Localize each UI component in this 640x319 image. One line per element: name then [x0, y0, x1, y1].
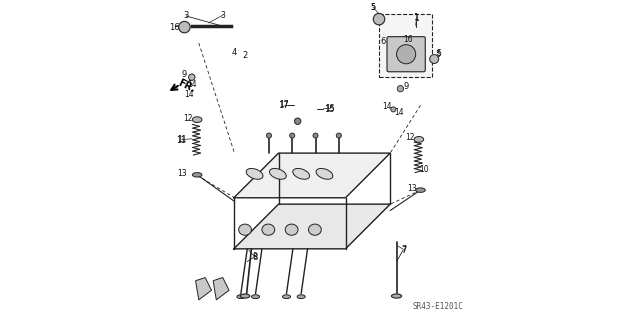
Text: 17: 17: [279, 100, 289, 109]
Polygon shape: [196, 278, 212, 300]
Text: 7: 7: [401, 245, 406, 254]
Text: 9: 9: [181, 70, 186, 79]
FancyBboxPatch shape: [387, 37, 425, 72]
Text: 11: 11: [177, 135, 186, 144]
Text: 5: 5: [435, 50, 441, 59]
Circle shape: [294, 118, 301, 124]
Ellipse shape: [282, 295, 291, 299]
Text: 12: 12: [183, 114, 193, 122]
Text: 9: 9: [403, 82, 409, 91]
Text: 13: 13: [177, 169, 187, 178]
Text: 14: 14: [382, 102, 392, 111]
Text: 1: 1: [414, 14, 419, 23]
Ellipse shape: [193, 117, 202, 122]
Text: 14: 14: [188, 80, 197, 89]
Ellipse shape: [297, 295, 305, 299]
Circle shape: [373, 13, 385, 25]
Text: 15: 15: [324, 105, 335, 114]
Ellipse shape: [246, 168, 263, 179]
Ellipse shape: [252, 295, 260, 299]
Circle shape: [429, 55, 438, 63]
Ellipse shape: [240, 294, 250, 298]
Text: 6: 6: [380, 37, 386, 46]
Ellipse shape: [285, 224, 298, 235]
Circle shape: [313, 133, 318, 138]
Text: 5: 5: [436, 49, 441, 58]
Ellipse shape: [239, 224, 252, 235]
Ellipse shape: [416, 188, 425, 192]
Circle shape: [179, 21, 190, 33]
Text: 3: 3: [220, 11, 225, 20]
Polygon shape: [213, 278, 229, 300]
Text: 10: 10: [419, 165, 429, 174]
Text: 13: 13: [408, 184, 417, 193]
Text: 8: 8: [252, 253, 257, 262]
Circle shape: [336, 133, 341, 138]
Circle shape: [391, 107, 396, 112]
Text: 12: 12: [405, 133, 415, 142]
Ellipse shape: [237, 295, 245, 299]
Ellipse shape: [269, 168, 286, 179]
Ellipse shape: [292, 168, 310, 179]
Text: 5: 5: [371, 3, 376, 11]
Polygon shape: [234, 204, 390, 249]
Text: 17: 17: [278, 101, 289, 110]
Ellipse shape: [316, 168, 333, 179]
Circle shape: [266, 133, 271, 138]
Text: 14: 14: [394, 108, 404, 117]
Polygon shape: [234, 153, 390, 198]
Text: SR43-E1201C: SR43-E1201C: [413, 302, 463, 311]
Text: 4: 4: [232, 48, 237, 57]
Text: 16: 16: [170, 23, 180, 32]
Text: 8: 8: [253, 252, 257, 261]
Ellipse shape: [262, 224, 275, 235]
Ellipse shape: [414, 137, 424, 142]
Text: 14: 14: [184, 90, 194, 99]
Text: 2: 2: [243, 51, 248, 60]
Text: 11: 11: [177, 136, 186, 145]
Ellipse shape: [193, 173, 202, 177]
Circle shape: [189, 74, 195, 80]
Ellipse shape: [397, 45, 416, 64]
Text: 7: 7: [401, 246, 406, 255]
Text: 5: 5: [370, 4, 375, 12]
Circle shape: [290, 133, 295, 138]
Ellipse shape: [392, 294, 402, 298]
Text: 3: 3: [183, 11, 189, 20]
Circle shape: [397, 85, 404, 92]
Text: 16: 16: [403, 35, 413, 44]
Text: FR.: FR.: [176, 78, 196, 94]
Text: 1: 1: [413, 13, 419, 22]
Ellipse shape: [308, 224, 321, 235]
FancyBboxPatch shape: [379, 14, 431, 77]
Text: 15: 15: [325, 104, 335, 113]
